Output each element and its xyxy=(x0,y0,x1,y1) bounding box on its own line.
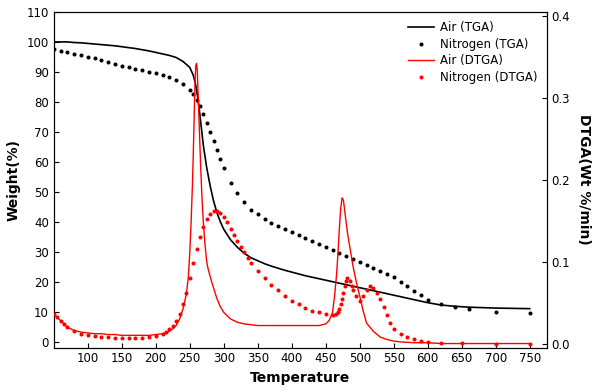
Air (TGA) xyxy=(526,306,533,311)
Nitrogen (DTGA) xyxy=(492,341,499,346)
Air (TGA) xyxy=(50,40,57,44)
Air (DTGA) xyxy=(50,312,57,316)
Air (TGA) xyxy=(190,73,197,77)
Y-axis label: DTGA(Wt %/min): DTGA(Wt %/min) xyxy=(577,114,591,245)
Nitrogen (TGA) xyxy=(213,147,221,152)
Nitrogen (DTGA) xyxy=(438,340,445,345)
Air (DTGA) xyxy=(424,340,431,345)
Nitrogen (TGA) xyxy=(159,73,166,77)
Nitrogen (TGA) xyxy=(363,263,370,268)
Nitrogen (DTGA) xyxy=(526,341,533,346)
X-axis label: Temperature: Temperature xyxy=(250,371,350,385)
Nitrogen (DTGA) xyxy=(210,209,217,213)
Nitrogen (TGA) xyxy=(118,64,126,68)
Nitrogen (DTGA) xyxy=(50,312,57,316)
Air (TGA) xyxy=(248,255,255,260)
Nitrogen (TGA) xyxy=(526,311,533,316)
Air (DTGA) xyxy=(193,61,200,66)
Nitrogen (TGA) xyxy=(424,297,431,302)
Nitrogen (DTGA) xyxy=(190,261,197,266)
Air (DTGA) xyxy=(216,304,224,309)
Y-axis label: Weight(%): Weight(%) xyxy=(7,139,21,221)
Air (TGA) xyxy=(390,293,397,298)
Line: Nitrogen (TGA): Nitrogen (TGA) xyxy=(51,47,532,316)
Nitrogen (TGA) xyxy=(50,47,57,52)
Air (TGA) xyxy=(159,52,166,56)
Air (DTGA) xyxy=(162,330,169,335)
Air (DTGA) xyxy=(176,317,183,321)
Line: Nitrogen (DTGA): Nitrogen (DTGA) xyxy=(51,208,532,346)
Line: Air (TGA): Air (TGA) xyxy=(54,42,530,309)
Air (DTGA) xyxy=(438,341,445,346)
Air (TGA) xyxy=(173,55,180,60)
Nitrogen (DTGA) xyxy=(380,304,387,309)
Legend: Air (TGA), Nitrogen (TGA), Air (DTGA), Nitrogen (DTGA): Air (TGA), Nitrogen (TGA), Air (DTGA), N… xyxy=(404,18,541,87)
Nitrogen (TGA) xyxy=(186,87,193,92)
Air (DTGA) xyxy=(526,341,533,346)
Air (DTGA) xyxy=(268,323,275,328)
Nitrogen (DTGA) xyxy=(341,284,349,289)
Nitrogen (DTGA) xyxy=(373,290,380,295)
Line: Air (DTGA): Air (DTGA) xyxy=(54,64,530,343)
Air (TGA) xyxy=(383,291,390,296)
Nitrogen (DTGA) xyxy=(118,336,126,340)
Air (DTGA) xyxy=(390,339,397,343)
